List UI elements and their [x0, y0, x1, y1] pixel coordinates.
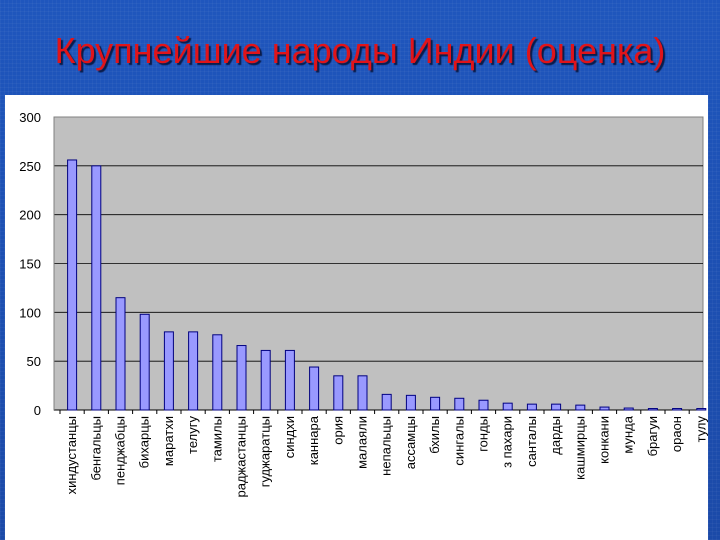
bar — [647, 408, 658, 411]
category-label: хиндустанцы — [64, 416, 79, 494]
bar — [502, 402, 513, 411]
category-label: брагуи — [645, 416, 660, 456]
category-label: з пахари — [500, 416, 515, 468]
category-label: раджастанцы — [234, 416, 249, 497]
category-label: маратхи — [161, 416, 176, 466]
category-label: телугу — [185, 416, 200, 454]
bar — [381, 393, 392, 411]
bar — [236, 345, 247, 411]
category-label: кашмирцы — [572, 416, 587, 480]
bar — [623, 407, 634, 411]
bar — [212, 334, 223, 411]
category-label: непальцы — [379, 416, 394, 476]
category-label: бенгальцы — [88, 416, 103, 481]
category-label: мунда — [621, 415, 636, 453]
category-label: ассамцы — [403, 416, 418, 469]
category-label: бхилы — [427, 416, 442, 454]
category-label: бихарцы — [137, 416, 152, 468]
bar — [67, 159, 78, 411]
bar — [309, 366, 320, 411]
bar — [115, 297, 126, 411]
bar — [91, 165, 102, 411]
category-label: пенджабцы — [113, 416, 128, 485]
category-label: тамилы — [209, 416, 224, 462]
bar — [284, 349, 295, 411]
category-label: сингалы — [451, 416, 466, 466]
category-label: малаяли — [355, 416, 370, 469]
slide-title: Крупнейшие народы Индии (оценка) — [54, 30, 666, 71]
bar-chart: 0 50 100 150 200 250 300 хиндустанцы бенгальцы пе… — [19, 110, 708, 497]
bar — [188, 331, 199, 411]
y-tick-label: 50 — [27, 354, 41, 369]
category-label: конкани — [597, 416, 612, 464]
y-tick-label: 0 — [34, 403, 41, 418]
category-label: каннара — [306, 415, 321, 465]
bar — [551, 403, 562, 411]
y-tick-label: 100 — [19, 305, 41, 320]
bar — [260, 349, 271, 411]
bar — [672, 408, 683, 411]
category-label: гонды — [476, 416, 491, 452]
category-label: орaон — [669, 416, 684, 452]
category-label: ория — [330, 416, 345, 445]
bar — [139, 313, 150, 411]
category-label: тулу — [693, 416, 708, 443]
bar — [163, 331, 174, 411]
category-label: санталы — [524, 416, 539, 467]
bar — [357, 375, 368, 411]
y-tick-label: 200 — [19, 208, 41, 223]
y-tick-label: 250 — [19, 159, 41, 174]
bar — [696, 408, 707, 411]
category-label: синдхи — [282, 416, 297, 458]
y-tick-label: 300 — [19, 110, 41, 125]
chart-panel: 0 50 100 150 200 250 300 хиндустанцы бенгальцы пе… — [5, 95, 708, 540]
bar — [599, 406, 610, 411]
bar — [333, 375, 344, 411]
y-tick-label: 150 — [19, 257, 41, 272]
bar — [478, 399, 489, 411]
bar — [454, 397, 465, 411]
bar — [405, 394, 416, 411]
bar — [575, 404, 586, 411]
category-label: дарды — [548, 416, 563, 455]
bar — [430, 396, 441, 411]
bar — [526, 403, 537, 411]
category-label: гуджаратцы — [258, 416, 273, 487]
